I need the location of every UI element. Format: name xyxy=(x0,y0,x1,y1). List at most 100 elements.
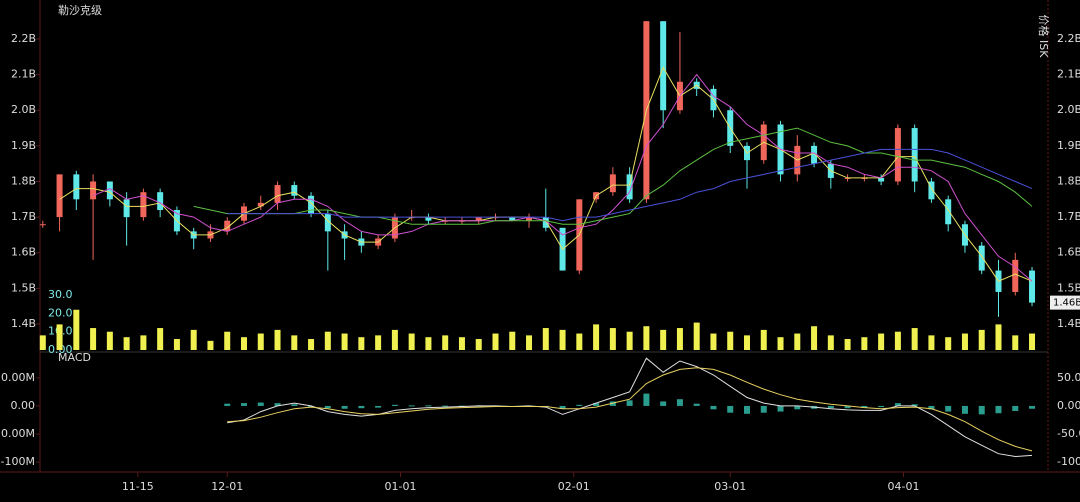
y-tick-label-right: 1.8B xyxy=(1057,174,1080,187)
volume-bar xyxy=(593,324,600,350)
candle-body xyxy=(945,199,952,225)
volume-bar xyxy=(894,331,901,350)
volume-bar xyxy=(945,337,952,350)
y-tick-label-right: -100M xyxy=(1057,455,1080,468)
volume-bar xyxy=(240,337,247,350)
macd-bar xyxy=(593,403,600,406)
volume-bar xyxy=(626,331,633,350)
macd-bar xyxy=(274,403,281,406)
volume-bar xyxy=(90,328,97,350)
volume-bar xyxy=(961,333,968,350)
volume-bar xyxy=(911,328,918,350)
y-tick-label-right: 1.7B xyxy=(1057,210,1080,223)
volume-bar xyxy=(760,329,767,350)
volume-bar xyxy=(743,335,750,350)
volume-bar xyxy=(458,337,465,350)
volume-bar xyxy=(157,328,164,350)
macd-bar xyxy=(240,403,247,406)
volume-bar xyxy=(73,309,80,350)
y-tick-label-right: 1.6B xyxy=(1057,246,1080,259)
volume-bar xyxy=(643,326,650,350)
candle-body xyxy=(626,174,633,200)
x-tick-label: 04-01 xyxy=(887,480,919,493)
volume-bar xyxy=(559,329,566,350)
macd-bar xyxy=(391,404,398,406)
volume-bar xyxy=(710,333,717,350)
macd-bar xyxy=(358,405,365,409)
y-tick-label: 30.0 xyxy=(48,288,73,301)
macd-bar xyxy=(291,404,298,406)
y-tick-label: 1.8B xyxy=(11,174,36,187)
y-tick-label: -100M xyxy=(1,455,35,468)
chart-title: 勒沙克级 xyxy=(58,4,102,17)
candle-body xyxy=(291,185,298,196)
volume-bar xyxy=(844,339,851,350)
volume-bar xyxy=(190,329,197,350)
macd-bar xyxy=(576,404,583,406)
candle-body xyxy=(425,217,432,221)
macd-bar xyxy=(760,405,767,413)
macd-bar xyxy=(1012,405,1019,411)
candle-body xyxy=(911,128,918,182)
y-tick-label-right: 1.4B xyxy=(1057,317,1080,330)
y-tick-label: 1.7B xyxy=(11,210,36,223)
macd-bar xyxy=(945,405,952,412)
volume-bar xyxy=(660,329,667,350)
candle-body xyxy=(978,245,985,271)
volume-bar xyxy=(375,335,382,350)
volume-bar xyxy=(978,329,985,350)
macd-bar xyxy=(777,405,784,412)
candle-body xyxy=(894,128,901,182)
candle-body xyxy=(274,185,281,203)
volume-bar xyxy=(408,333,415,350)
macd-bar xyxy=(676,399,683,406)
x-tick-label: 11-15 xyxy=(122,480,154,493)
candle-body xyxy=(811,145,818,164)
macd-bar xyxy=(928,405,935,410)
candle-body xyxy=(861,177,868,179)
x-tick-label: 01-01 xyxy=(384,480,416,493)
y-tick-label-right: -50.00M xyxy=(1057,427,1080,440)
volume-bar xyxy=(827,335,834,350)
volume-bar xyxy=(878,333,885,350)
candle-body xyxy=(90,181,97,200)
candle-body xyxy=(475,217,482,221)
macd-bar xyxy=(257,402,264,406)
volume-bar xyxy=(308,339,315,350)
indicator-line xyxy=(193,127,1033,225)
volume-bar xyxy=(123,337,130,350)
macd-bar xyxy=(861,405,868,408)
volume-bar xyxy=(676,328,683,350)
candle-body xyxy=(140,192,147,218)
y-tick-label-right: 2.0B xyxy=(1057,103,1080,116)
y-tick-label-right: 1.9B xyxy=(1057,139,1080,152)
volume-bar xyxy=(693,322,700,350)
x-tick-label: 02-01 xyxy=(558,480,590,493)
y-tick-label-right: 1.5B xyxy=(1057,281,1080,294)
macd-bar xyxy=(995,405,1002,414)
macd-bar xyxy=(609,401,616,406)
volume-bar xyxy=(274,329,281,350)
volume-bar xyxy=(509,331,516,350)
macd-bar xyxy=(727,405,734,413)
macd-bar xyxy=(425,405,432,407)
macd-bar xyxy=(408,405,415,407)
volume-bar xyxy=(811,326,818,350)
candle-body xyxy=(106,181,113,200)
candle-body xyxy=(157,192,164,210)
y-tick-label: 2.2B xyxy=(11,32,36,45)
last-price-tag xyxy=(1050,295,1080,310)
volume-bar xyxy=(358,337,365,350)
volume-bar xyxy=(207,340,214,350)
macd-bar xyxy=(375,405,382,408)
volume-bar xyxy=(291,335,298,350)
volume-bar xyxy=(425,337,432,350)
volume-bar xyxy=(257,333,264,350)
candle-body xyxy=(308,195,315,214)
candle-body xyxy=(257,202,264,207)
candle-body xyxy=(844,177,851,179)
macd-bar xyxy=(442,405,449,407)
y-tick-label: -50.00M xyxy=(0,427,35,440)
macd-bar xyxy=(827,405,834,409)
macd-bar xyxy=(710,405,717,410)
